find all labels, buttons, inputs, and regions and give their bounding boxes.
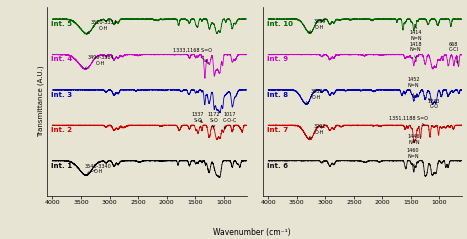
Text: 1452
N=N: 1452 N=N — [407, 77, 420, 98]
Text: 1418
N=N: 1418 N=N — [410, 42, 422, 58]
Text: Wavenumber (cm⁻¹): Wavenumber (cm⁻¹) — [213, 228, 291, 237]
Text: 3289
O-H: 3289 O-H — [309, 19, 326, 33]
Text: 1446
N=N: 1446 N=N — [408, 134, 420, 145]
Text: Int. 4: Int. 4 — [51, 56, 72, 62]
Text: 3540-3340
O-H: 3540-3340 O-H — [85, 163, 112, 174]
Text: Int. 1: Int. 1 — [51, 163, 72, 168]
Text: 1333,1168 S=O: 1333,1168 S=O — [173, 47, 212, 62]
Text: Int. 7: Int. 7 — [267, 127, 288, 133]
Text: 1414
N=N: 1414 N=N — [410, 27, 422, 41]
Text: Int. 10: Int. 10 — [267, 21, 293, 27]
Text: 3292
O-H: 3292 O-H — [309, 124, 326, 138]
Text: 3490-3384
O-H: 3490-3384 O-H — [85, 55, 114, 69]
Text: 1172
S-O: 1172 S-O — [208, 112, 220, 127]
Text: 1017
C-O-C: 1017 C-O-C — [222, 112, 236, 129]
Text: 3352
O-H: 3352 O-H — [305, 89, 323, 103]
Text: 668
C-Cl: 668 C-Cl — [449, 42, 459, 63]
Text: 3510-3334
O-H: 3510-3334 O-H — [87, 20, 117, 33]
Text: 1460
N=N: 1460 N=N — [407, 148, 419, 166]
Y-axis label: Transmittance (A.U.): Transmittance (A.U.) — [37, 66, 44, 137]
Text: Int. 5: Int. 5 — [51, 21, 72, 27]
Text: Int. 2: Int. 2 — [51, 127, 72, 133]
Text: Int. 3: Int. 3 — [51, 92, 72, 98]
Text: Int. 9: Int. 9 — [267, 56, 288, 62]
Text: Int. 6: Int. 6 — [267, 163, 288, 168]
Text: 1337
S-O: 1337 S-O — [192, 112, 204, 123]
Text: Int. 8: Int. 8 — [267, 92, 288, 98]
Text: 1351,1188 S=O: 1351,1188 S=O — [389, 116, 428, 125]
Text: 1233
C-O: 1233 C-O — [427, 99, 440, 109]
